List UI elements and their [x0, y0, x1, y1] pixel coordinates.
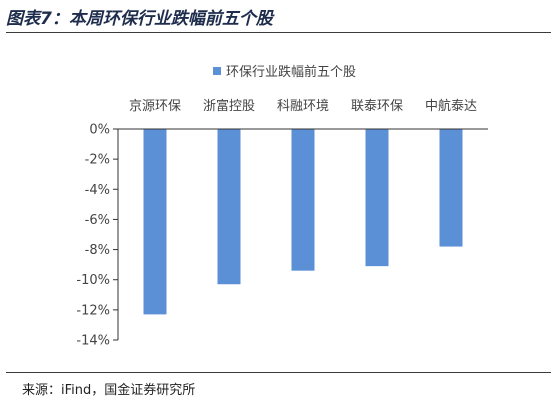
y-tick-label: -4% [85, 183, 110, 198]
y-tick-label: -10% [76, 273, 110, 288]
legend-swatch [213, 67, 221, 75]
title-divider [6, 32, 551, 33]
source-note: 来源：iFind，国金证券研究所 [22, 383, 196, 398]
y-tick-label: -2% [85, 153, 110, 168]
bar-chart: 环保行业跌幅前五个股 京源环保 浙富控股 科融环境 联泰环保 中航泰达 0% -2% -4%… [76, 64, 488, 349]
legend-label: 环保行业跌幅前五个股 [226, 64, 356, 80]
bar [217, 129, 241, 285]
bar [291, 129, 315, 271]
category-labels: 京源环保 浙富控股 科融环境 联泰环保 中航泰达 [129, 98, 477, 114]
y-tick-label: -6% [85, 213, 110, 228]
category-label: 科融环境 [277, 99, 329, 114]
category-label: 京源环保 [129, 99, 181, 114]
y-tick-label: -12% [76, 303, 110, 318]
category-label: 联泰环保 [351, 99, 403, 114]
legend: 环保行业跌幅前五个股 [213, 64, 356, 80]
figure-title: 图表7：本周环保行业跌幅前五个股 [6, 9, 273, 29]
y-tick-label: -14% [76, 334, 110, 349]
bars [143, 129, 463, 315]
y-tick-label: -8% [85, 243, 110, 258]
category-label: 浙富控股 [203, 98, 255, 114]
footer-divider [6, 372, 551, 373]
category-label: 中航泰达 [425, 98, 477, 114]
bar [439, 129, 463, 247]
bar [143, 129, 167, 315]
y-tick-label: 0% [89, 123, 110, 138]
y-axis: 0% -2% -4% -6% -8% -10% -12% -14% [76, 123, 488, 349]
bar [365, 129, 389, 267]
